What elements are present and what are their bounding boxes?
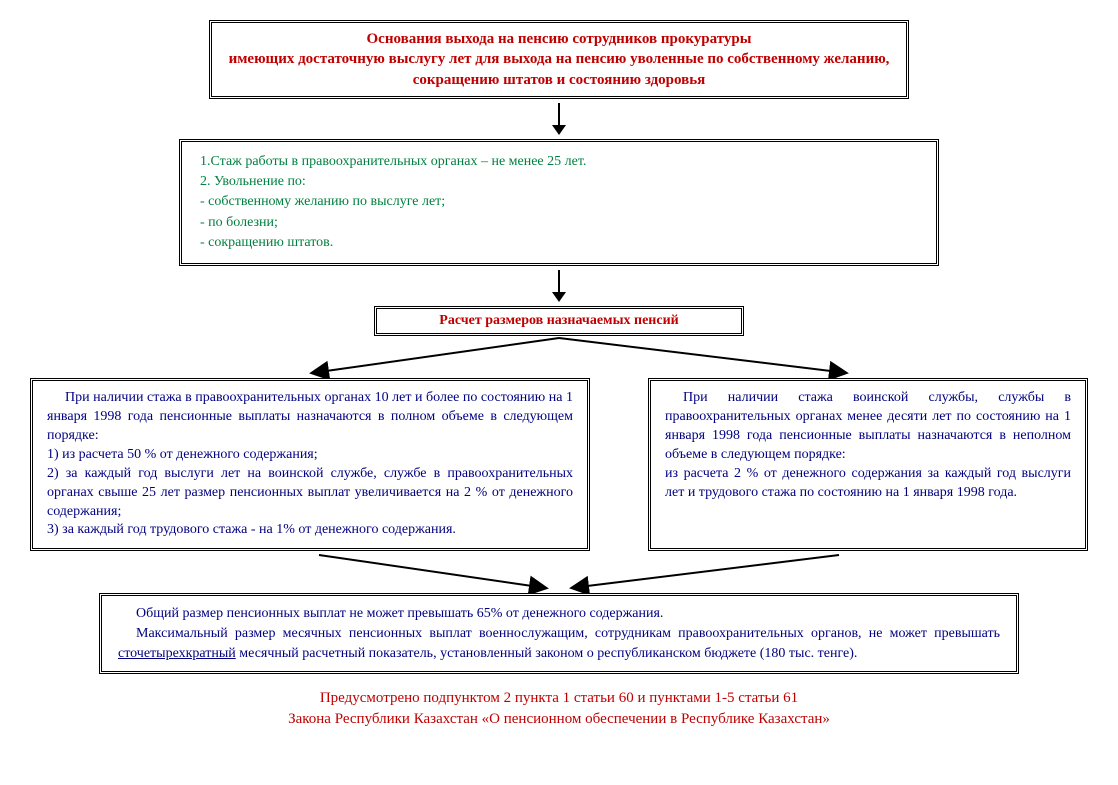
footnote-l1: Предусмотрено подпунктом 2 пункта 1 стат… (30, 688, 1088, 709)
merge-arrows (39, 551, 1079, 593)
summary-p2a: Максимальный размер месячных пенсионных … (136, 626, 1000, 641)
arrow-2 (30, 270, 1088, 302)
split-arrows (39, 336, 1079, 378)
cond-l2: 2. Увольнение по: (200, 172, 918, 192)
right-p1: При наличии стажа воинской службы, служб… (665, 389, 1071, 465)
branches-row: При наличии стажа в правоохранительных о… (30, 378, 1088, 551)
summary-p2c: месячный расчетный показатель, установле… (236, 646, 858, 661)
summary-p2b: сточетырехкратный (118, 646, 236, 661)
summary-box: Общий размер пенсионных выплат не может … (99, 593, 1019, 674)
title-box: Основания выхода на пенсию сотрудников п… (209, 20, 909, 99)
cond-l4: - по болезни; (200, 213, 918, 233)
summary-p1: Общий размер пенсионных выплат не может … (118, 604, 1000, 624)
left-branch-box: При наличии стажа в правоохранительных о… (30, 378, 590, 551)
cond-l5: - сокращению штатов. (200, 233, 918, 253)
calc-title-box: Расчет размеров назначаемых пенсий (374, 306, 744, 336)
left-p3: 2) за каждый год выслуги лет на воинской… (47, 465, 573, 522)
conditions-box: 1.Стаж работы в правоохранительных орган… (179, 139, 939, 266)
title-line-2: имеющих достаточную выслугу лет для выхо… (226, 49, 892, 90)
footnote-l2: Закона Республики Казахстан «О пенсионно… (30, 709, 1088, 730)
right-branch-box: При наличии стажа воинской службы, служб… (648, 378, 1088, 551)
left-p1: При наличии стажа в правоохранительных о… (47, 389, 573, 446)
arrow-1 (30, 103, 1088, 135)
calc-title: Расчет размеров назначаемых пенсий (439, 313, 678, 328)
left-p4: 3) за каждый год трудового стажа - на 1%… (47, 521, 573, 540)
cond-l3: - собственному желанию по выслуге лет; (200, 192, 918, 212)
right-p2: из расчета 2 % от денежного содержания з… (665, 465, 1071, 503)
summary-p2: Максимальный размер месячных пенсионных … (118, 624, 1000, 663)
footnote: Предусмотрено подпунктом 2 пункта 1 стат… (30, 688, 1088, 730)
title-line-1: Основания выхода на пенсию сотрудников п… (226, 29, 892, 49)
left-p2: 1) из расчета 50 % от денежного содержан… (47, 446, 573, 465)
cond-l1: 1.Стаж работы в правоохранительных орган… (200, 152, 918, 172)
